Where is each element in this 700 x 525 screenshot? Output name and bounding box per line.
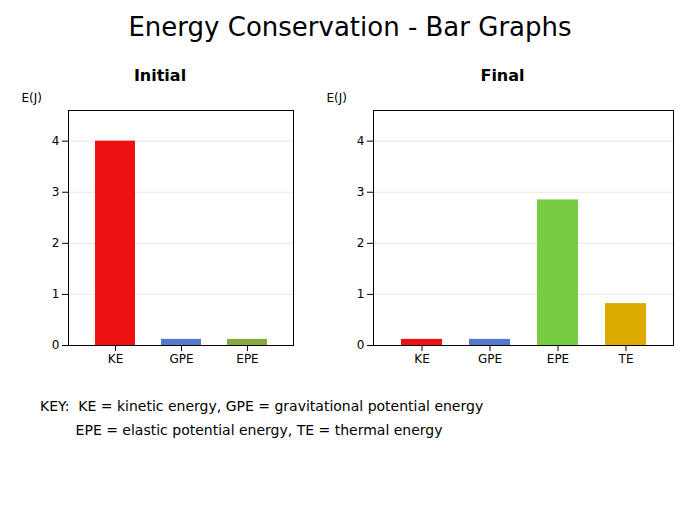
html-text:Initial: Initial (133, 66, 187, 85)
svg-text:E(J): E(J) (326, 91, 346, 105)
svg-text:GPE: GPE (477, 352, 501, 366)
svg-text:EPE: EPE (546, 352, 568, 366)
svg-text:GPE: GPE (169, 352, 193, 366)
svg-text:TE: TE (617, 352, 633, 366)
svg-text:4: 4 (51, 134, 59, 148)
html-text:Energy Conservation - Bar Grap: Energy Conservation - Bar Graphs (128, 12, 572, 42)
svg-text:1: 1 (356, 287, 364, 301)
html-text:KEY: KE = kinetic energy, GPE: KEY: KE = kinetic energy, GPE = gravitat… (40, 398, 484, 414)
svg-text:3: 3 (356, 185, 364, 199)
svg-text:2: 2 (356, 236, 364, 250)
svg-text:EPE: EPE (236, 352, 258, 366)
html-text:Final: Final (480, 66, 525, 85)
svg-text:0: 0 (356, 338, 364, 352)
svg-text:2: 2 (51, 236, 59, 250)
svg-text:3: 3 (51, 185, 59, 199)
svg-text:E(J): E(J) (21, 91, 41, 105)
svg-text:1: 1 (51, 287, 59, 301)
svg-text:4: 4 (356, 134, 364, 148)
svg-text:KE: KE (107, 352, 122, 366)
html-text:EPE = elastic potential energy: EPE = elastic potential energy, TE = the… (40, 422, 443, 438)
svg-text:KE: KE (414, 352, 429, 366)
svg-text:0: 0 (51, 338, 59, 352)
